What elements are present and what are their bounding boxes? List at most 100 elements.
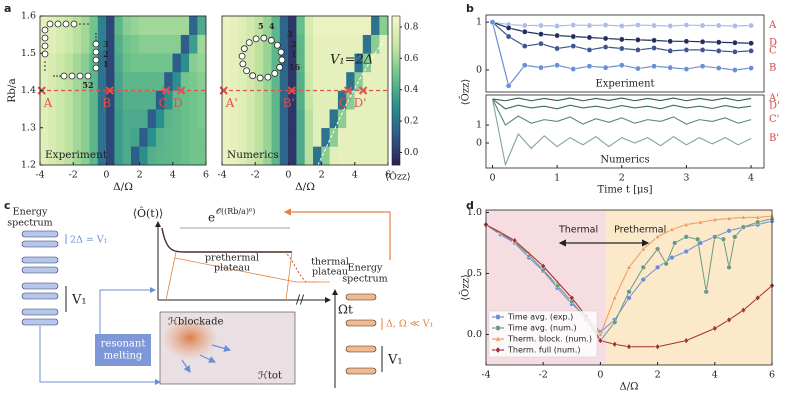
atom	[76, 72, 84, 80]
heatmap	[221, 15, 389, 166]
heat-cell	[122, 34, 132, 54]
heat-cell	[221, 127, 231, 147]
data-point	[699, 47, 706, 53]
data-point	[618, 36, 625, 43]
heat-cell	[47, 34, 57, 54]
heat-cell	[56, 52, 66, 73]
data-point	[618, 45, 625, 52]
site-label: 1	[103, 59, 109, 69]
y-tick-label: 1.2	[21, 160, 36, 171]
heat-cell	[180, 15, 190, 35]
heat-cell	[362, 146, 372, 166]
heat-cell	[362, 34, 372, 54]
atom	[260, 34, 268, 42]
diagram-text: Energy	[13, 207, 48, 218]
colorbar-swatch	[392, 53, 400, 57]
heat-cell	[189, 90, 198, 110]
legend-marker	[495, 346, 501, 354]
atom	[239, 60, 247, 68]
y-tick-label: 1	[476, 120, 482, 131]
data-point	[651, 22, 657, 29]
heat-cell	[379, 127, 389, 147]
diagram-text: plateau	[214, 263, 250, 274]
heat-cell	[155, 15, 165, 35]
heat-cell	[329, 108, 339, 129]
ellipsis-dot	[87, 23, 89, 25]
colorbar-swatch	[392, 130, 400, 134]
data-point	[672, 240, 678, 246]
heat-cell	[72, 34, 82, 54]
atom	[264, 73, 272, 81]
heat-cell	[288, 108, 297, 129]
heat-cell	[304, 108, 314, 129]
data-point	[538, 31, 544, 37]
heat-cell	[246, 15, 256, 35]
heat-cell	[238, 15, 248, 35]
heat-cell	[230, 108, 239, 129]
y-tick-label: 1.0	[467, 207, 482, 218]
y-tick-label: 0	[476, 138, 482, 149]
heat-cell	[147, 71, 157, 91]
heat-cell	[47, 71, 57, 91]
blockade-region	[162, 316, 218, 360]
data-point	[538, 40, 544, 47]
heat-cell	[72, 127, 82, 147]
colorbar-swatch	[392, 80, 400, 84]
panel-title: Experiment	[45, 149, 108, 161]
y-axis-label: ⟨Ôzz⟩	[460, 274, 472, 301]
heat-cell	[122, 90, 132, 110]
panel-title: Numerics	[600, 155, 649, 166]
diagram-text: ℋtot	[258, 371, 282, 382]
data-point	[740, 306, 747, 314]
x-tick-label: 6	[769, 370, 775, 381]
data-point	[732, 67, 738, 73]
heat-cell	[89, 90, 99, 110]
x-tick-label: 4	[712, 370, 718, 381]
data-point	[505, 33, 512, 40]
data-point	[667, 64, 674, 71]
heat-cell	[279, 108, 289, 129]
colorbar-tick-label: 0.8	[404, 22, 419, 32]
heat-cell	[271, 127, 281, 147]
data-point	[597, 331, 604, 337]
heat-cell	[304, 52, 314, 73]
heat-cell	[197, 146, 207, 166]
x-tick-label: 6	[385, 170, 391, 181]
atom	[41, 26, 49, 34]
colorbar-swatch	[392, 65, 400, 69]
ellipsis-dot	[83, 23, 85, 25]
data-point	[715, 22, 722, 29]
series-label: B	[769, 63, 776, 74]
series-line	[491, 98, 752, 167]
x-tick-label: 0	[103, 170, 109, 181]
atom	[46, 20, 54, 28]
atom	[243, 67, 251, 75]
colorbar-swatch	[392, 83, 400, 86]
resonance-curve	[317, 39, 385, 166]
marker-x	[287, 86, 296, 95]
heat-cell	[263, 108, 273, 129]
data-point	[715, 39, 722, 46]
diagram-text: Δ, Ω ≪ V₁	[386, 319, 434, 330]
heat-cell	[197, 127, 207, 147]
data-point	[538, 64, 544, 71]
colorbar-swatch	[392, 147, 400, 151]
diagram-text: 2Δ = V₁	[70, 235, 108, 246]
colorbar-tick-label: 0.2	[404, 117, 418, 127]
heat-cell	[312, 146, 322, 166]
heat-cell	[279, 146, 289, 166]
heat-cell	[321, 15, 331, 35]
heat-cell	[312, 108, 322, 129]
data-point	[612, 319, 618, 325]
heat-cell	[114, 71, 124, 91]
heat-cell	[164, 108, 174, 129]
heat-cell	[246, 108, 256, 129]
data-point	[651, 37, 657, 44]
colorbar-swatch	[392, 45, 400, 49]
colorbar-swatch	[392, 16, 400, 19]
data-point	[651, 45, 657, 51]
data-point	[511, 237, 518, 244]
heat-cell	[155, 34, 165, 54]
atom	[62, 20, 70, 28]
legend-label: Time avg. (exp.)	[507, 313, 573, 322]
